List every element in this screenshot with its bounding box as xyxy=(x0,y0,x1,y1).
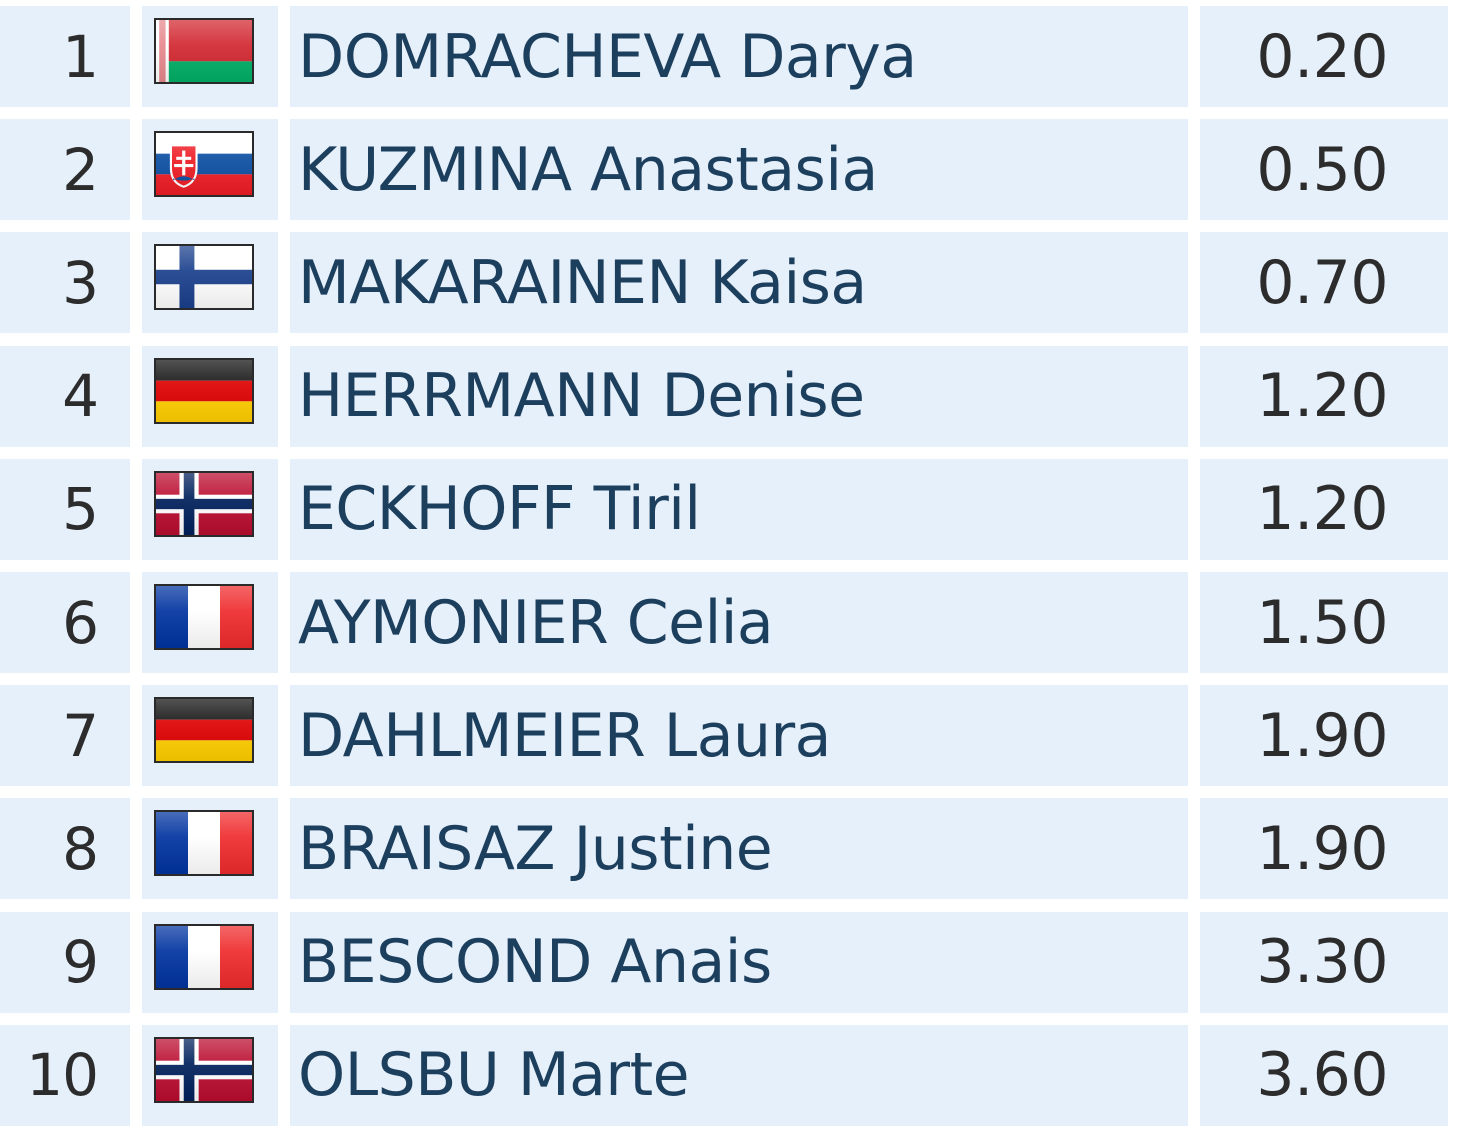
score-value: 1.20 xyxy=(1256,361,1388,432)
score-value: 3.30 xyxy=(1256,927,1388,998)
rank-cell: 1 xyxy=(0,6,130,107)
athlete-name[interactable]: OLSBU Marte xyxy=(298,1040,690,1111)
rank-cell: 2 xyxy=(0,119,130,221)
athlete-name[interactable]: KUZMINA Anastasia xyxy=(298,134,878,205)
flag-cell xyxy=(142,232,278,334)
flag-cell xyxy=(142,1024,278,1126)
table-row: 8 BRAISAZ Justine 1.90 xyxy=(0,792,1460,905)
table-row: 4 HERRMANN Denise 1.20 xyxy=(0,340,1460,453)
athlete-name[interactable]: DAHLMEIER Laura xyxy=(298,700,831,771)
flag-cell xyxy=(142,572,278,673)
norway-flag-icon xyxy=(154,470,254,537)
belarus-flag-icon xyxy=(154,18,254,84)
athlete-name-cell: HERRMANN Denise xyxy=(290,345,1188,447)
athlete-name-cell: MAKARAINEN Kaisa xyxy=(290,232,1188,334)
rank-cell: 10 xyxy=(0,1024,130,1126)
slovakia-flag-icon xyxy=(154,131,254,198)
rank-cell: 8 xyxy=(0,798,130,900)
athlete-name[interactable]: MAKARAINEN Kaisa xyxy=(298,247,867,318)
athlete-name[interactable]: DOMRACHEVA Darya xyxy=(298,21,917,92)
score-cell: 1.20 xyxy=(1200,458,1448,560)
rank-value: 1 xyxy=(62,22,99,91)
athlete-name[interactable]: BRAISAZ Justine xyxy=(298,813,773,884)
rank-cell: 9 xyxy=(0,911,130,1013)
rank-cell: 4 xyxy=(0,345,130,447)
score-value: 1.90 xyxy=(1256,700,1388,771)
table-row: 5 ECKHOFF Tiril 1.20 xyxy=(0,453,1460,566)
finland-flag-icon xyxy=(154,244,254,311)
athlete-name[interactable]: BESCOND Anais xyxy=(298,927,772,998)
flag-cell xyxy=(142,798,278,900)
score-cell: 0.50 xyxy=(1200,119,1448,221)
athlete-name-cell: DAHLMEIER Laura xyxy=(290,685,1188,787)
score-value: 1.50 xyxy=(1256,587,1388,658)
rank-value: 10 xyxy=(26,1041,99,1110)
rank-cell: 6 xyxy=(0,572,130,673)
score-value: 1.90 xyxy=(1256,813,1388,884)
athlete-name[interactable]: HERRMANN Denise xyxy=(298,361,865,432)
rank-value: 3 xyxy=(62,248,99,317)
rank-value: 7 xyxy=(62,701,99,770)
flag-cell xyxy=(142,119,278,221)
score-cell: 3.60 xyxy=(1200,1024,1448,1126)
rank-cell: 7 xyxy=(0,685,130,787)
score-value: 1.20 xyxy=(1256,474,1388,545)
score-value: 3.60 xyxy=(1256,1040,1388,1111)
germany-flag-icon xyxy=(154,357,254,424)
score-value: 0.50 xyxy=(1256,134,1388,205)
rank-value: 2 xyxy=(62,135,99,204)
score-cell: 1.90 xyxy=(1200,798,1448,900)
table-row: 7 DAHLMEIER Laura 1.90 xyxy=(0,679,1460,792)
athlete-name[interactable]: AYMONIER Celia xyxy=(298,587,774,658)
rank-value: 8 xyxy=(62,814,99,883)
athlete-name-cell: KUZMINA Anastasia xyxy=(290,119,1188,221)
rank-value: 6 xyxy=(62,588,99,657)
score-cell: 0.20 xyxy=(1200,6,1448,107)
table-row: 6 AYMONIER Celia 1.50 xyxy=(0,566,1460,679)
rank-value: 5 xyxy=(62,475,99,544)
score-cell: 1.90 xyxy=(1200,685,1448,787)
flag-cell xyxy=(142,458,278,560)
table-row: 3 MAKARAINEN Kaisa 0.70 xyxy=(0,226,1460,339)
table-row: 1 DOMRACHEVA Darya 0.20 xyxy=(0,0,1460,113)
table-row: 9 BESCOND Anais 3.30 xyxy=(0,906,1460,1019)
athlete-name-cell: BRAISAZ Justine xyxy=(290,798,1188,900)
flag-cell xyxy=(142,345,278,447)
flag-cell xyxy=(142,6,278,107)
athlete-name-cell: DOMRACHEVA Darya xyxy=(290,6,1188,107)
france-flag-icon xyxy=(154,584,254,650)
score-value: 0.70 xyxy=(1256,247,1388,318)
athlete-name-cell: ECKHOFF Tiril xyxy=(290,458,1188,560)
table-row: 10 OLSBU Marte 3.60 xyxy=(0,1019,1460,1132)
score-cell: 1.50 xyxy=(1200,572,1448,673)
athlete-name-cell: OLSBU Marte xyxy=(290,1024,1188,1126)
score-cell: 1.20 xyxy=(1200,345,1448,447)
flag-cell xyxy=(142,911,278,1013)
athlete-name-cell: BESCOND Anais xyxy=(290,911,1188,1013)
score-cell: 3.30 xyxy=(1200,911,1448,1013)
score-cell: 0.70 xyxy=(1200,232,1448,334)
rank-value: 4 xyxy=(62,362,99,431)
france-flag-icon xyxy=(154,810,254,877)
table-row: 2 KUZMINA Anastasia 0.50 xyxy=(0,113,1460,226)
athlete-name-cell: AYMONIER Celia xyxy=(290,572,1188,673)
flag-cell xyxy=(142,685,278,787)
norway-flag-icon xyxy=(154,1036,254,1103)
germany-flag-icon xyxy=(154,697,254,764)
rank-cell: 5 xyxy=(0,458,130,560)
score-value: 0.20 xyxy=(1256,21,1388,92)
rank-cell: 3 xyxy=(0,232,130,334)
rank-value: 9 xyxy=(62,928,99,997)
france-flag-icon xyxy=(154,923,254,990)
athlete-name[interactable]: ECKHOFF Tiril xyxy=(298,474,701,545)
